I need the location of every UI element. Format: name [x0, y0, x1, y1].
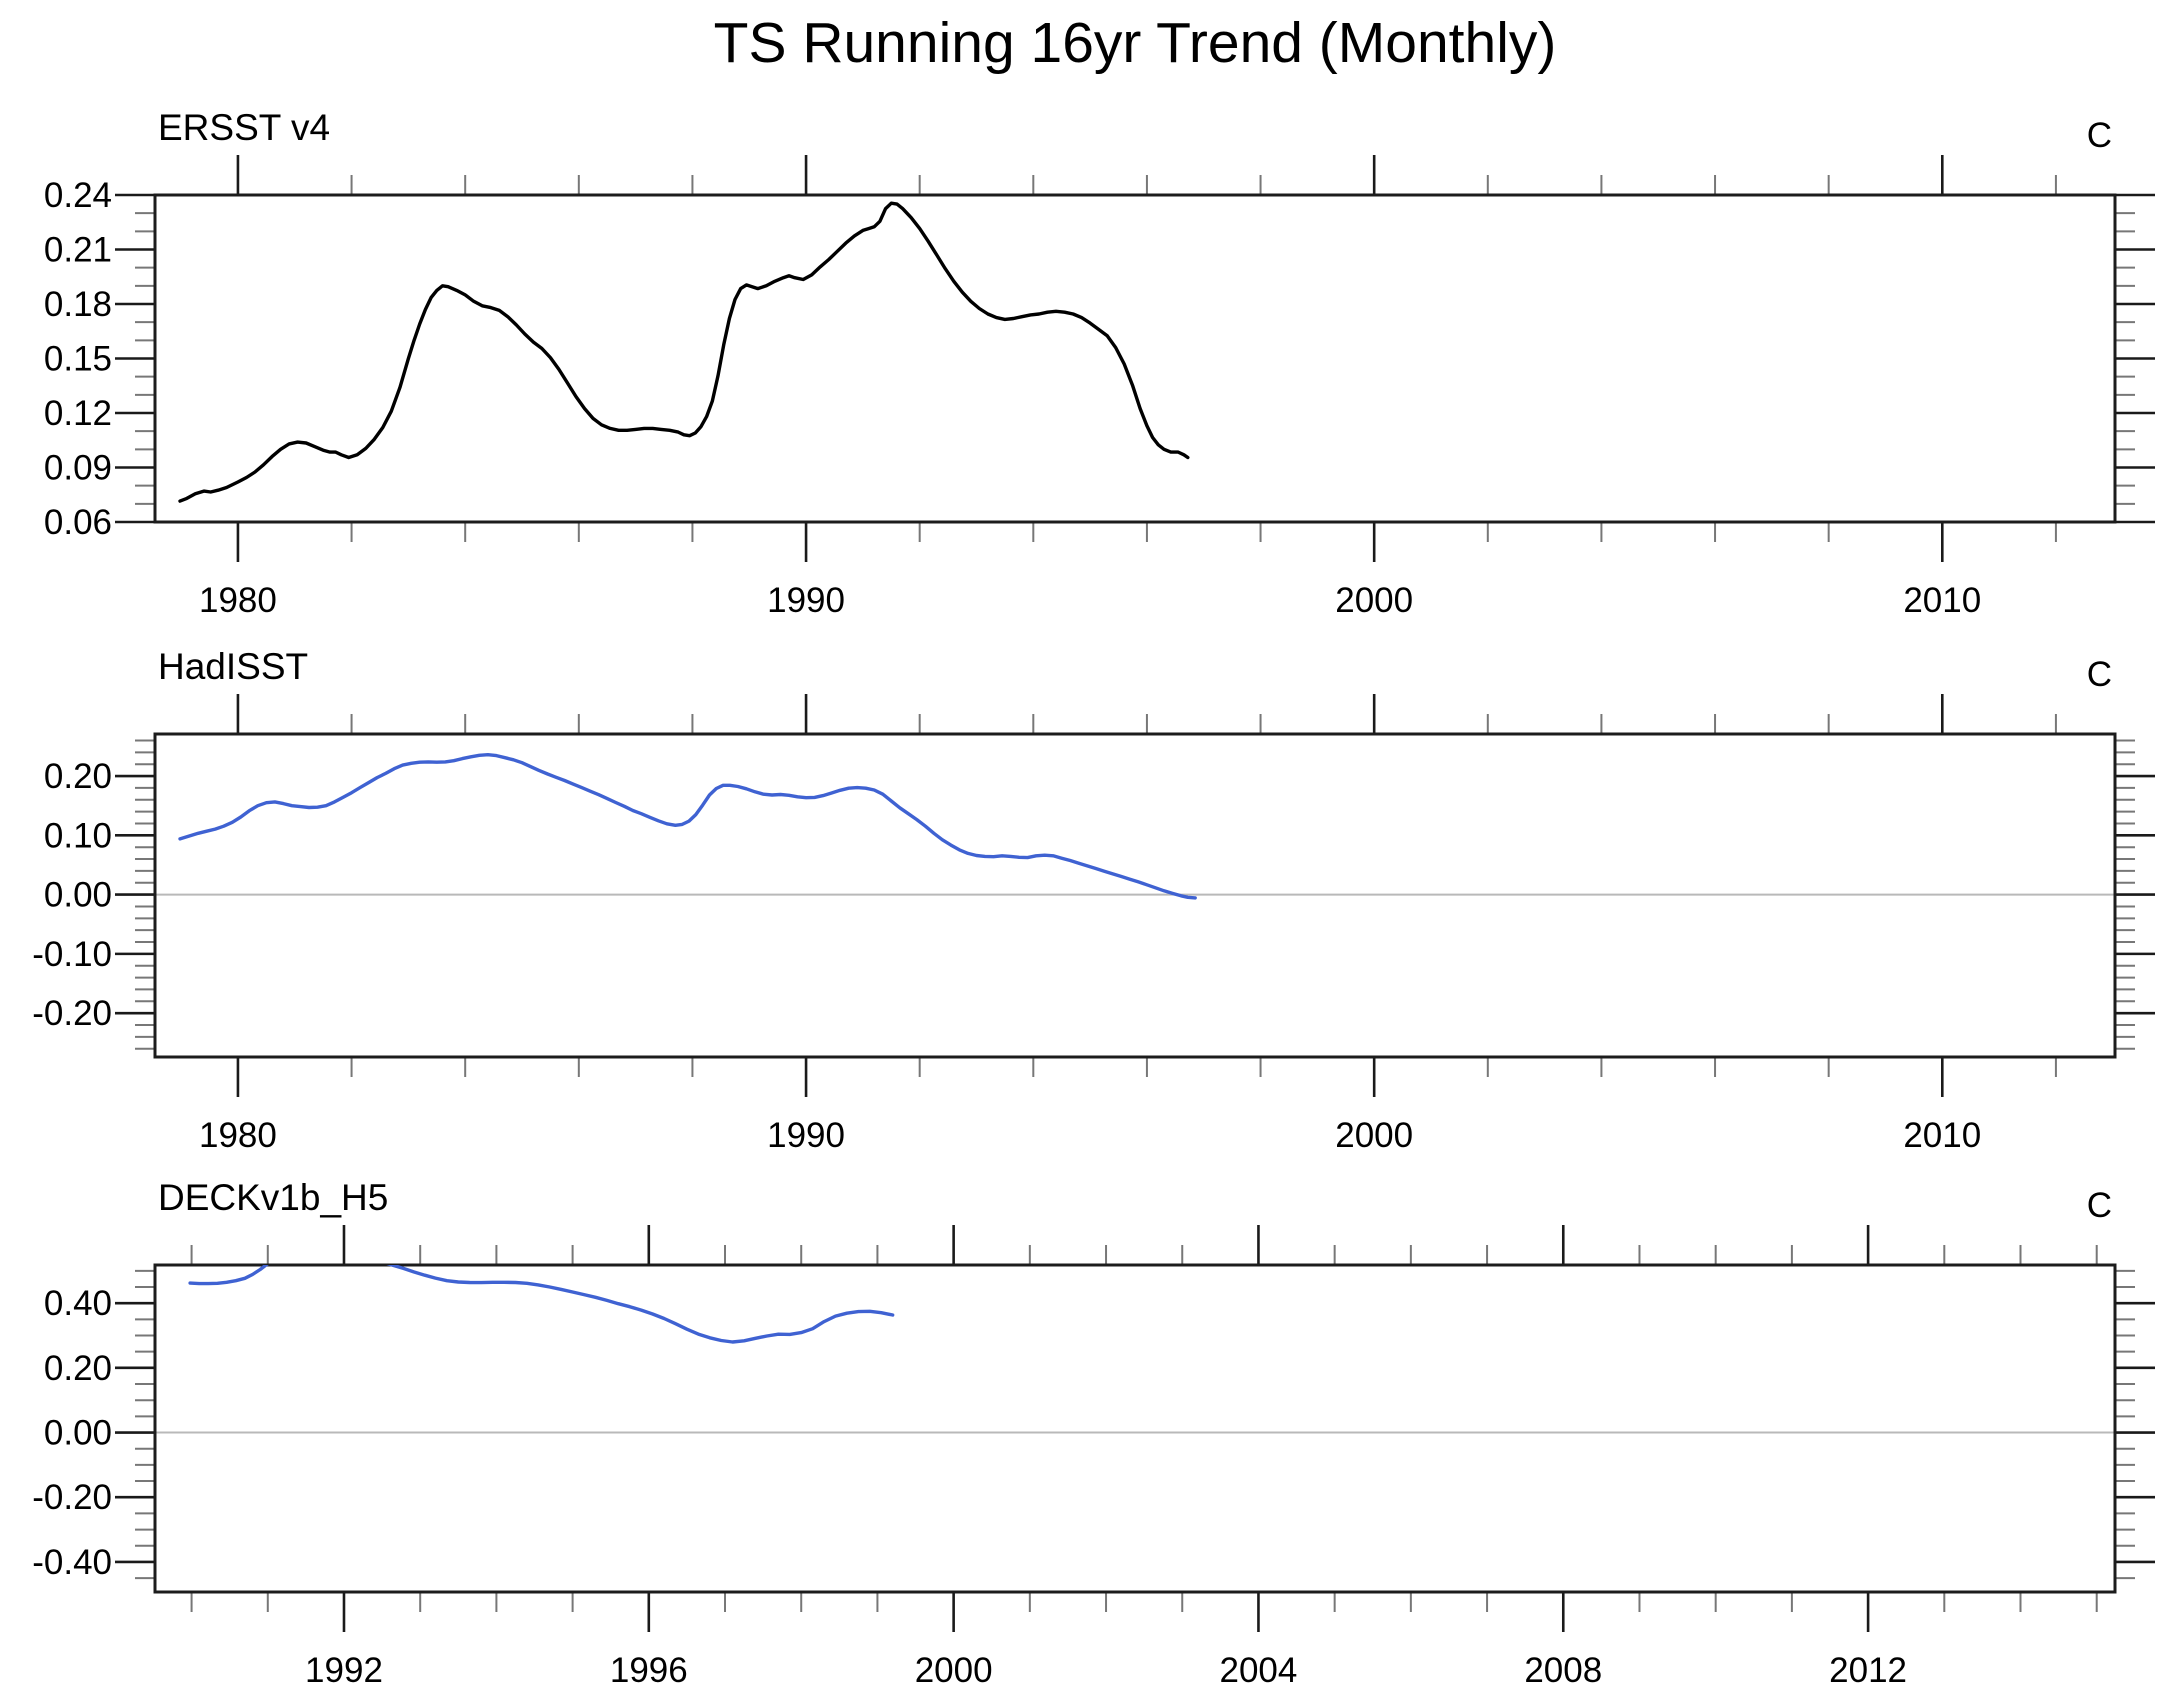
x-tick-label-2008: 2008: [1524, 1651, 1602, 1690]
y-tick-label-0.18: 0.18: [44, 285, 112, 324]
y-tick-label--0.40: -0.40: [32, 1543, 112, 1582]
y-tick-label-0.24: 0.24: [44, 176, 112, 215]
plot-frame: [153, 732, 2117, 1059]
hadisst-series-line: [178, 753, 1197, 900]
unit-label-ersst-v4: C: [2087, 116, 2112, 155]
x-tick-label-2000: 2000: [1335, 581, 1413, 620]
y-tick-label-0.20: 0.20: [44, 757, 112, 796]
y-tick-label--0.20: -0.20: [32, 1478, 112, 1517]
panel-title-deckv1b-h5: DECKv1b_H5: [158, 1177, 388, 1218]
deckv1b-h5-series-line: [188, 1265, 895, 1344]
panel-ersst-v4: 1980 1990 2000 2010 0.24 0.21 0.18 0.15 0.12 0.09…: [44, 107, 2155, 620]
plot-frame: [153, 1263, 2117, 1594]
y-tick-label-0.10: 0.10: [44, 816, 112, 855]
x-tick-label-2012: 2012: [1829, 1651, 1907, 1690]
x-tick-label-1992: 1992: [305, 1651, 383, 1690]
y-tick-label-0.09: 0.09: [44, 449, 112, 488]
x-tick-label-1990: 1990: [767, 1116, 845, 1155]
x-tick-label-2004: 2004: [1220, 1651, 1298, 1690]
x-tick-label-2010: 2010: [1903, 1116, 1981, 1155]
y-tick-label-0.12: 0.12: [44, 394, 112, 433]
y-tick-label-0.40: 0.40: [44, 1284, 112, 1323]
plot-frame: [153, 193, 2117, 524]
y-tick-label-0.06: 0.06: [44, 503, 112, 542]
x-tick-label-1990: 1990: [767, 581, 845, 620]
y-tick-label--0.20: -0.20: [32, 994, 112, 1033]
y-tick-label-0.21: 0.21: [44, 231, 112, 270]
unit-label-deckv1b-h5: C: [2087, 1186, 2112, 1225]
unit-label-hadisst: C: [2087, 655, 2112, 694]
y-tick-label--0.10: -0.10: [32, 935, 112, 974]
y-tick-label-0.00: 0.00: [44, 876, 112, 915]
panel-hadisst: 1980 1990 2000 2010 0.20 0.10 0.00 -0.10 -0.20 Ha…: [32, 646, 2155, 1155]
x-tick-label-1996: 1996: [610, 1651, 688, 1690]
figure-title: TS Running 16yr Trend (Monthly): [713, 11, 1557, 75]
panel-title-hadisst: HadISST: [158, 646, 308, 687]
y-tick-label-0.00: 0.00: [44, 1414, 112, 1453]
x-tick-label-2000: 2000: [915, 1651, 993, 1690]
panel-deckv1b-h5: 1992 1996 2000 2004 2008 2012 0.40 0.20 0.00 -0.2…: [32, 1177, 2155, 1690]
panel-title-ersst-v4: ERSST v4: [158, 107, 330, 148]
x-tick-label-1980: 1980: [199, 1116, 277, 1155]
y-tick-label-0.20: 0.20: [44, 1349, 112, 1388]
y-tick-label-0.15: 0.15: [44, 340, 112, 379]
x-tick-label-2000: 2000: [1335, 1116, 1413, 1155]
x-tick-label-1980: 1980: [199, 581, 277, 620]
ersst-v4-series-line: [178, 201, 1190, 503]
x-tick-label-2010: 2010: [1903, 581, 1981, 620]
